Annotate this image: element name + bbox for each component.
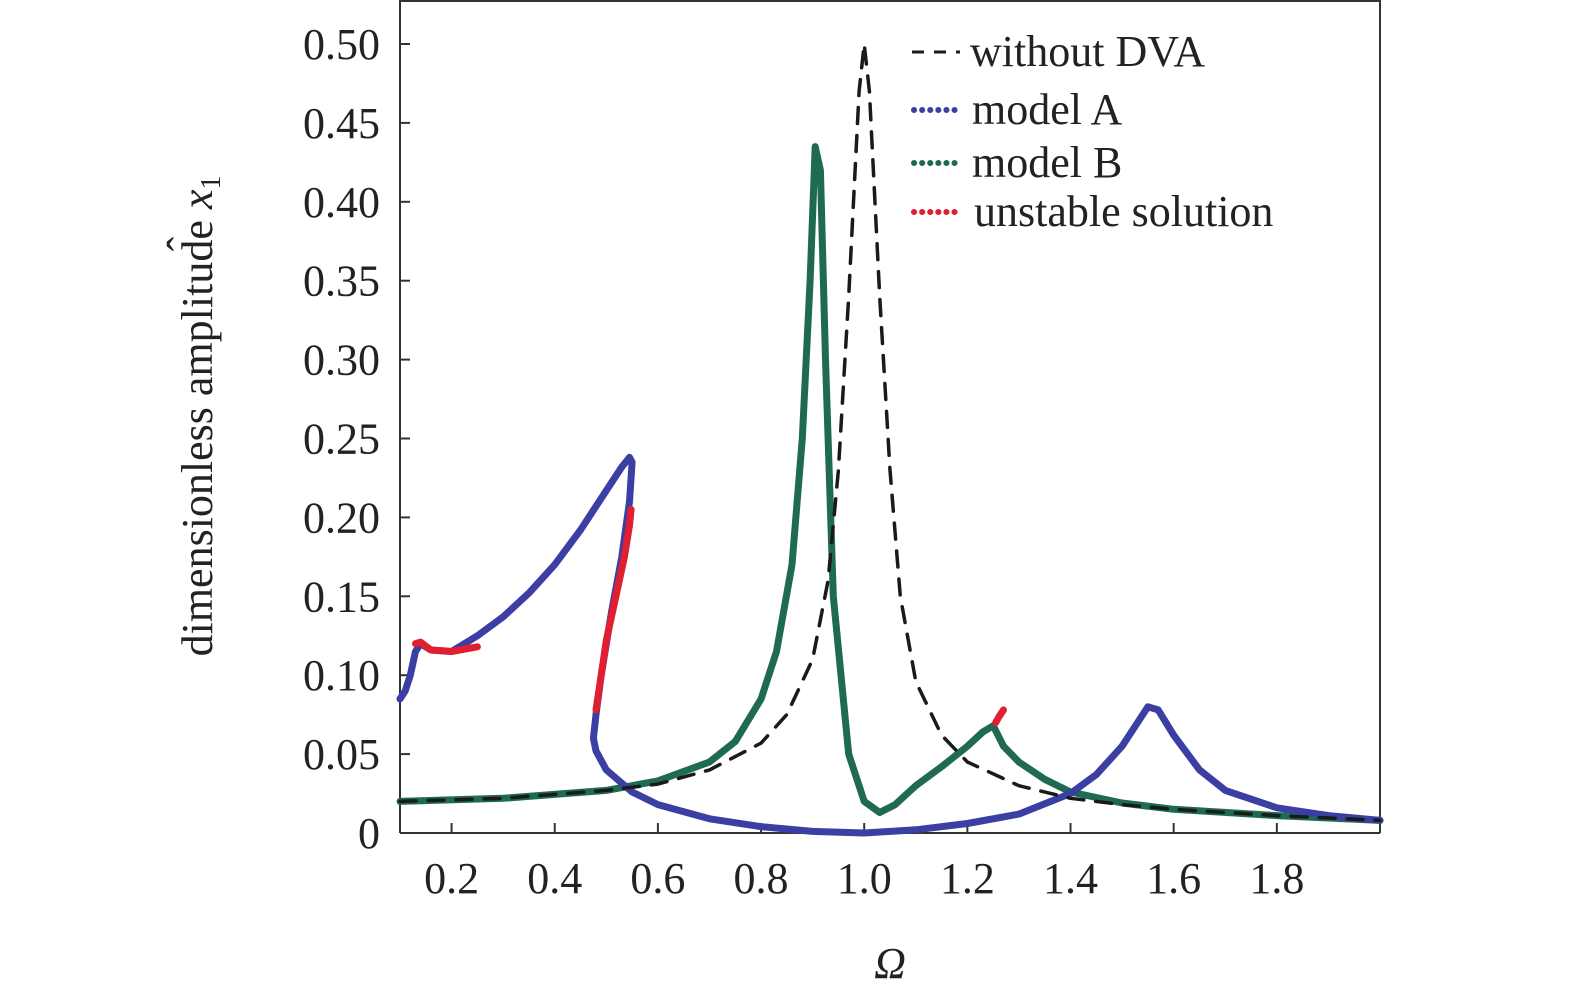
y-tick-label: 0.40 (303, 178, 380, 227)
x-tick-label: 0.8 (734, 854, 789, 903)
legend-item-model-b: model B (911, 138, 1122, 187)
plot-frame (399, 0, 1381, 834)
y-tick-label: 0.20 (303, 493, 380, 542)
y-axis-ticks: 0 0.05 0.10 0.15 0.20 0.25 0.30 0.35 0.40 0.45 0.5… (303, 20, 410, 858)
series-model-a-line (396, 453, 1384, 837)
x-tick-label: 1.8 (1249, 854, 1304, 903)
y-axis-title: dimensionless amplitude x1 (173, 176, 227, 657)
x-tick-label: 1.0 (837, 854, 892, 903)
y-tick-label: 0 (358, 809, 380, 858)
y-tick-label: 0.50 (303, 20, 380, 69)
legend-label-model-b: model B (972, 138, 1122, 187)
legend-label-model-a: model A (972, 85, 1123, 134)
series-unstable-segment (992, 706, 1007, 726)
y-tick-label: 0.45 (303, 99, 380, 148)
y-axis-title-symbol: x (173, 189, 222, 210)
y-axis-title-hat: ˆ (159, 236, 208, 251)
x-tick-label: 0.6 (630, 854, 685, 903)
legend-item-without-dva: without DVA (912, 27, 1205, 76)
legend: without DVA model A model B unstable sol… (911, 27, 1273, 236)
legend-item-unstable: unstable solution (911, 187, 1273, 236)
x-tick-label: 1.2 (940, 854, 995, 903)
x-tick-label: 1.4 (1043, 854, 1098, 903)
y-tick-label: 0.15 (303, 572, 380, 621)
legend-label-without-dva: without DVA (970, 27, 1205, 76)
series-layer (396, 42, 1384, 837)
series-model-b-line (396, 143, 1384, 824)
y-tick-label: 0.25 (303, 415, 380, 464)
series-unstable-segment (592, 506, 635, 714)
x-axis-ticks: 0.2 0.4 0.6 0.8 1.0 1.2 1.4 1.6 1.8 (424, 823, 1304, 903)
y-axis-title-main: dimensionless amplitude (173, 209, 222, 656)
y-tick-label: 0.05 (303, 730, 380, 779)
x-tick-label: 0.4 (527, 854, 582, 903)
y-axis-title-subscript: 1 (196, 176, 227, 190)
legend-label-unstable: unstable solution (974, 187, 1273, 236)
series-without-dva-line (398, 42, 1382, 823)
x-tick-label: 1.6 (1146, 854, 1201, 903)
legend-item-model-a: model A (911, 85, 1123, 134)
x-axis-title: Ω (874, 939, 906, 988)
y-tick-label: 0.30 (303, 336, 380, 385)
y-tick-label: 0.10 (303, 651, 380, 700)
y-tick-label: 0.35 (303, 257, 380, 306)
series-unstable-segment (412, 638, 481, 655)
x-tick-label: 0.2 (424, 854, 479, 903)
